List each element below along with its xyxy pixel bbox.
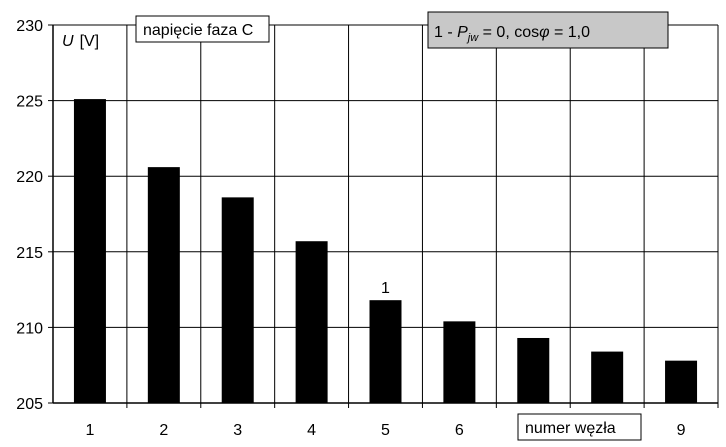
series-data-label: 1 [381, 280, 390, 297]
bar [517, 337, 550, 403]
chart-title: napięcie faza C [143, 22, 253, 39]
y-axis-variable: U [62, 33, 74, 50]
legend-p-subscript: jw [466, 32, 479, 44]
x-tick-label: 5 [381, 422, 390, 439]
x-tick-label: 9 [677, 422, 686, 439]
axes [52, 25, 718, 404]
x-tick-label: 3 [233, 422, 242, 439]
legend-p-symbol: P [457, 24, 468, 41]
bar [295, 241, 328, 403]
x-axis-title: numer węzła [525, 420, 616, 437]
y-tick-label: 230 [16, 18, 43, 35]
y-tick-label: 225 [16, 94, 43, 111]
x-tick-labels: 1 2 3 4 5 6 9 [85, 422, 685, 439]
x-tick-label: 2 [159, 422, 168, 439]
bar [369, 300, 402, 403]
x-tick-label: 1 [85, 422, 94, 439]
legend-condition: = 0, cos [478, 24, 539, 41]
y-axis-unit: [V] [80, 33, 100, 50]
x-tick-label: 6 [455, 422, 464, 439]
x-tick-label: 4 [307, 422, 316, 439]
bar [443, 321, 476, 403]
y-tick-label: 215 [16, 245, 43, 262]
y-tick-label: 220 [16, 169, 43, 186]
bars [73, 99, 698, 403]
bar [591, 351, 624, 403]
legend-prefix: 1 - [434, 24, 457, 41]
y-tick-label: 210 [16, 320, 43, 337]
legend-entry: 1 - Pjw = 0, cosφ = 1,0 [434, 24, 590, 44]
bar [665, 360, 698, 403]
y-axis-label: U [V] [62, 33, 99, 50]
bar [147, 167, 180, 403]
chart-title-box: napięcie faza C [135, 15, 270, 43]
legend-phi: φ [539, 24, 549, 41]
legend-box: 1 - Pjw = 0, cosφ = 1,0 [427, 11, 669, 49]
x-axis-title-box: numer węzła [517, 413, 642, 441]
bar [221, 197, 254, 403]
bar [73, 99, 106, 403]
y-tick-label: 205 [16, 396, 43, 413]
legend-tail: = 1,0 [550, 24, 591, 41]
y-tick-labels: 205 210 215 220 225 230 [16, 18, 53, 413]
